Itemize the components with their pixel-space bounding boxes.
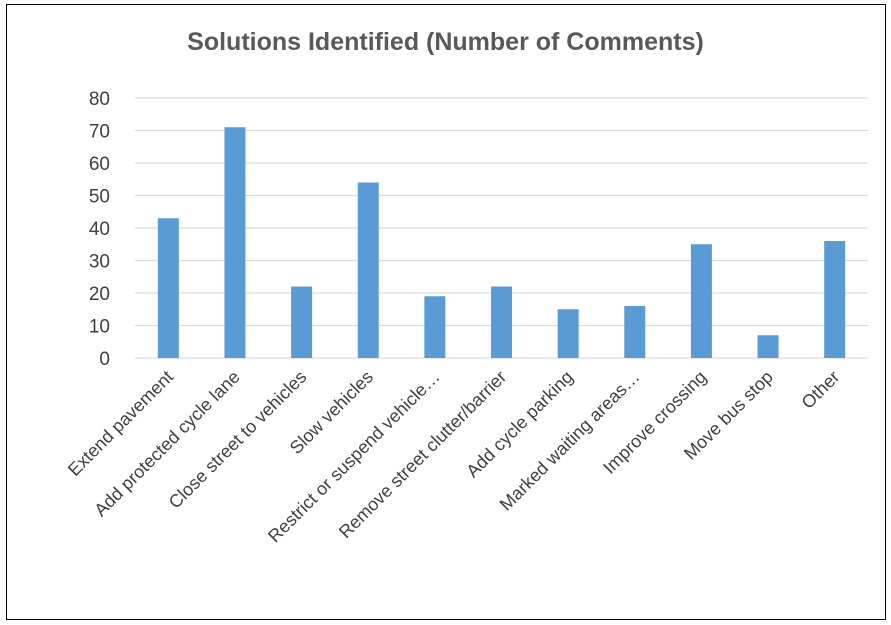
bar [824,241,846,358]
y-tick-label: 50 [89,187,110,208]
bar [624,306,646,358]
y-tick-label: 60 [89,154,110,175]
bar [224,127,246,358]
y-tick-label: 80 [89,89,110,110]
bar [757,335,779,358]
bar [557,309,579,358]
bar [424,296,446,358]
chart-title: Solutions Identified (Number of Comments… [187,28,704,56]
bar [291,286,313,358]
chart-frame [6,4,886,620]
bar [491,286,512,358]
y-tick-label: 30 [89,252,110,273]
x-tick-label: Close street to vehicles [165,367,311,513]
bar [157,218,179,358]
y-tick-label: 40 [89,219,110,240]
y-tick-label: 10 [89,317,110,338]
bar [357,182,379,358]
x-tick-label: Other [798,367,844,413]
bar [690,244,712,358]
y-tick-label: 20 [89,284,110,305]
bars [157,127,846,358]
y-tick-label: 0 [99,349,110,370]
y-tick-label: 70 [89,122,110,143]
y-axis: 0 10 20 30 40 50 60 70 80 [89,89,110,370]
